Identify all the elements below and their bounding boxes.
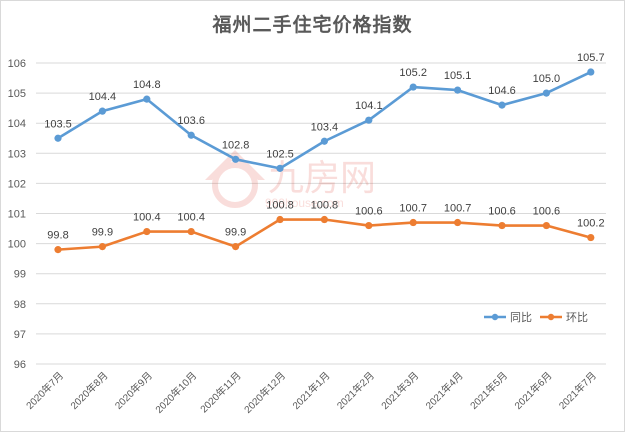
- data-label: 100.7: [399, 203, 427, 215]
- data-point-marker: [98, 243, 106, 251]
- data-point-marker: [143, 95, 151, 103]
- y-tick-label: 103: [8, 148, 26, 160]
- data-point-marker: [320, 137, 328, 145]
- data-label: 100.8: [311, 200, 339, 212]
- data-point-marker: [454, 86, 462, 94]
- data-point-marker: [187, 131, 195, 139]
- x-tick-label: 2020年11月: [197, 369, 243, 415]
- chart-title: 福州二手住宅价格指数: [212, 14, 413, 36]
- data-label: 104.8: [133, 79, 161, 91]
- data-label: 99.9: [225, 227, 246, 239]
- data-label: 104.4: [89, 91, 117, 103]
- x-tick-label: 2020年10月: [152, 369, 199, 416]
- data-point-marker: [587, 68, 595, 76]
- data-point-marker: [542, 221, 551, 230]
- x-tick-label: 2021年6月: [512, 369, 555, 412]
- y-tick-label: 98: [14, 299, 26, 311]
- x-tick-label: 2020年12月: [241, 369, 288, 416]
- gridlines: [36, 62, 606, 365]
- y-tick-label: 97: [14, 329, 26, 341]
- data-point-marker: [320, 215, 328, 224]
- data-label: 103.4: [311, 121, 339, 133]
- data-point-marker: [54, 134, 62, 142]
- data-point-marker: [276, 215, 284, 224]
- data-point-marker: [54, 246, 62, 254]
- data-label: 99.9: [92, 227, 113, 239]
- data-label: 100.8: [266, 200, 294, 212]
- data-label: 100.6: [488, 206, 516, 218]
- y-tick-label: 102: [8, 178, 26, 190]
- watermark-swirl-icon: [212, 162, 258, 208]
- data-label: 105.2: [399, 67, 427, 79]
- y-tick-label: 100: [8, 239, 26, 251]
- data-point-marker: [365, 116, 373, 124]
- watermark-text: 九房网: [268, 158, 376, 199]
- series-line-mom: [57, 218, 592, 251]
- x-tick-label: 2021年4月: [423, 369, 466, 412]
- data-label: 105.0: [533, 73, 561, 85]
- x-tick-label: 2020年8月: [68, 369, 111, 412]
- data-label: 103.5: [44, 118, 72, 130]
- data-labels: 103.5 104.4 104.8 103.6 102.8 102.5 103.4 104.1…: [44, 52, 604, 242]
- watermark-subtext: 999house.com: [265, 196, 344, 210]
- data-point-marker: [498, 101, 506, 109]
- x-tick-label: 2020年7月: [23, 369, 66, 412]
- data-label: 105.7: [577, 52, 605, 64]
- data-label: 104.6: [488, 85, 516, 97]
- x-tick-label: 2021年3月: [378, 369, 421, 412]
- data-point-marker: [587, 233, 595, 242]
- x-tick-label: 2021年2月: [334, 369, 377, 412]
- legend-label: 同比: [510, 311, 532, 324]
- legend-label: 环比: [566, 311, 588, 324]
- data-label: 103.6: [177, 115, 205, 127]
- data-label: 99.8: [47, 230, 68, 242]
- y-tick-label: 96: [14, 359, 26, 371]
- data-label: 100.4: [133, 212, 161, 224]
- data-point-marker: [143, 227, 151, 236]
- y-tick-label: 106: [8, 58, 26, 70]
- legend-marker-icon: [491, 313, 499, 321]
- y-tick-label: 104: [8, 118, 26, 130]
- data-point-marker: [542, 89, 551, 97]
- y-tick-label: 105: [8, 88, 26, 100]
- data-point-marker: [232, 155, 240, 163]
- data-point-marker: [498, 221, 506, 230]
- x-tick-label: 2021年7月: [556, 369, 599, 412]
- data-label: 100.2: [577, 218, 605, 230]
- data-point-marker: [454, 218, 462, 227]
- legend-marker-icon: [547, 313, 555, 321]
- legend: 同比 环比: [484, 311, 588, 324]
- data-point-marker: [365, 221, 373, 230]
- x-tick-label: 2021年5月: [467, 369, 510, 412]
- data-label: 105.1: [444, 70, 472, 82]
- data-point-marker: [187, 227, 195, 236]
- watermark: 九房网 999house.com: [205, 150, 376, 210]
- data-point-marker: [98, 107, 106, 115]
- data-point-marker: [409, 218, 417, 227]
- data-label: 100.6: [355, 206, 383, 218]
- data-point-marker: [409, 83, 417, 91]
- data-label: 102.8: [222, 139, 250, 151]
- y-tick-label: 101: [8, 209, 26, 221]
- series-lines: [54, 68, 595, 254]
- data-point-marker: [276, 164, 284, 172]
- data-label: 100.7: [444, 203, 472, 215]
- data-label: 100.6: [533, 206, 561, 218]
- data-label: 100.4: [177, 212, 205, 224]
- y-tick-label: 99: [14, 269, 26, 281]
- x-tick-label: 2021年1月: [290, 369, 333, 412]
- data-point-marker: [232, 243, 240, 251]
- x-tick-label: 2020年9月: [112, 369, 155, 412]
- data-label: 102.5: [266, 148, 294, 160]
- data-label: 104.1: [355, 100, 383, 112]
- y-axis-ticks: 96 97 98 99 100 101 102 103 104 105 106: [8, 58, 26, 371]
